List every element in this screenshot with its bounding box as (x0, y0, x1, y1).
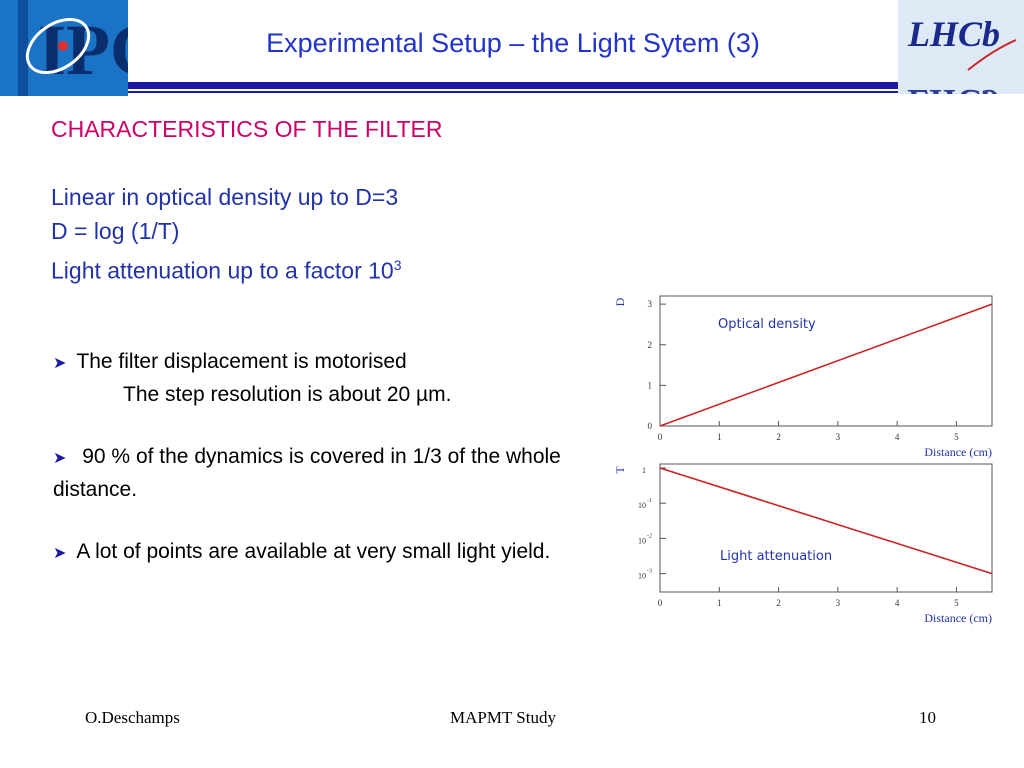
x-tick-label: 2 (776, 432, 781, 442)
intro-line-3-exponent: 3 (393, 257, 402, 273)
y-tick-label: 0 (648, 421, 653, 431)
bullet-item: ➤ The filter displacement is motorised Th… (53, 346, 618, 410)
arrow-bullet-icon: ➤ (53, 355, 67, 372)
x-tick-label: 3 (836, 598, 841, 608)
bullet-text: A lot of points are available at very sm… (76, 540, 551, 563)
x-tick-label: 4 (895, 598, 900, 608)
series-line (659, 467, 993, 575)
bullet-subtext: The step resolution is about 20 µm. (123, 383, 452, 406)
bullet-list: ➤ The filter displacement is motorised Th… (53, 346, 618, 600)
bullet-item: ➤ A lot of points are available at very s… (53, 536, 618, 569)
x-axis-label: Distance (cm) (924, 611, 992, 625)
ipc-logo: IPC (0, 0, 128, 96)
filter-charts-svg: 0 1 2 3 4 5 0 1 2 3 D Distance (cm) Optical density 0… (613, 295, 993, 625)
intro-line-3-text: Light attenuation up to a factor 10 (51, 257, 394, 284)
chart-annotation: Optical density (718, 317, 816, 332)
header-rule (128, 82, 898, 89)
y-tick-exponent: -2 (647, 533, 652, 539)
x-tick-label: 4 (895, 432, 900, 442)
x-tick-label: 0 (658, 598, 663, 608)
bullet-text: 90 % of the dynamics is covered in 1/3 o… (53, 445, 561, 501)
footer-author: O.Deschamps (85, 708, 180, 727)
y-tick-label: 1 (648, 380, 653, 390)
x-tick-label: 3 (836, 432, 841, 442)
y-tick-label: 2 (648, 340, 653, 350)
y-tick-label: 10 (638, 501, 646, 510)
x-tick-label: 0 (658, 432, 663, 442)
page-number: 10 (919, 708, 936, 727)
section-heading: CHARACTERISTICS OF THE FILTER (51, 116, 443, 142)
x-tick-label: 5 (954, 432, 959, 442)
ipc-logo-graphic: IPC (0, 0, 128, 96)
y-axis-label: T (613, 466, 627, 474)
lhcb-logo-mirror: LHCb (907, 82, 1000, 94)
series-line (659, 303, 993, 427)
y-tick-label: 3 (648, 299, 653, 309)
slide-title: Experimental Setup – the Light Sytem (3) (266, 28, 760, 58)
arrow-bullet-icon: ➤ (53, 545, 67, 562)
intro-text: Linear in optical density up to D=3 D = … (51, 180, 402, 288)
arrow-bullet-icon: ➤ (53, 450, 67, 467)
filter-charts: 0 1 2 3 4 5 0 1 2 3 D Distance (cm) Optical density 0… (612, 286, 1012, 641)
x-tick-label: 2 (776, 598, 781, 608)
lhcb-logo-text: LHCb (907, 14, 1000, 54)
y-axis-label: D (613, 297, 627, 306)
y-tick-exponent: -3 (647, 569, 652, 575)
lhcb-logo: LHCb LHCb (898, 0, 1024, 122)
bullet-text: The filter displacement is motorised (76, 350, 407, 373)
y-tick-exponent: -1 (647, 498, 652, 504)
footer-project: MAPMT Study (450, 708, 556, 727)
x-tick-label: 1 (717, 432, 722, 442)
y-tick-label: 10 (638, 536, 646, 545)
x-axis-label: Distance (cm) (924, 445, 992, 459)
y-tick-label: 1 (642, 466, 646, 475)
intro-line-1: Linear in optical density up to D=3 (51, 184, 399, 210)
intro-line-2: D = log (1/T) (51, 218, 180, 244)
intro-line-3: Light attenuation up to a factor 103 (51, 248, 402, 288)
bullet-item: ➤ 90 % of the dynamics is covered in 1/3… (53, 441, 618, 505)
x-tick-label: 1 (717, 598, 722, 608)
plot-frame (659, 295, 993, 427)
chart-annotation: Light attenuation (720, 549, 832, 564)
header-rule-thin (128, 91, 898, 93)
y-tick-label: 10 (638, 572, 646, 581)
x-tick-label: 5 (954, 598, 959, 608)
lhcb-logo-graphic: LHCb LHCb (898, 0, 1024, 122)
